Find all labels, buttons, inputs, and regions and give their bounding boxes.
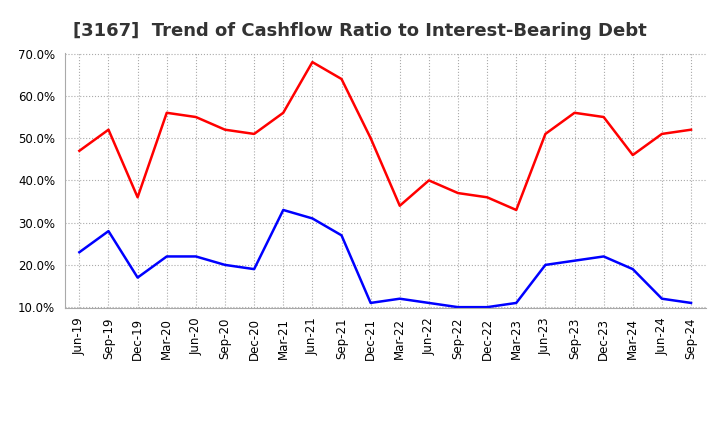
- Line: Operating CF to Interest-Bearing Debt: Operating CF to Interest-Bearing Debt: [79, 62, 691, 210]
- Text: [3167]  Trend of Cashflow Ratio to Interest-Bearing Debt: [3167] Trend of Cashflow Ratio to Intere…: [73, 22, 647, 40]
- Free CF to Interest-Bearing Debt: [570, 258, 579, 263]
- Free CF to Interest-Bearing Debt: [75, 249, 84, 255]
- Line: Free CF to Interest-Bearing Debt: Free CF to Interest-Bearing Debt: [79, 210, 691, 307]
- Free CF to Interest-Bearing Debt: [541, 262, 550, 268]
- Operating CF to Interest-Bearing Debt: [163, 110, 171, 115]
- Operating CF to Interest-Bearing Debt: [104, 127, 113, 132]
- Free CF to Interest-Bearing Debt: [308, 216, 317, 221]
- Operating CF to Interest-Bearing Debt: [75, 148, 84, 154]
- Operating CF to Interest-Bearing Debt: [308, 59, 317, 65]
- Operating CF to Interest-Bearing Debt: [133, 194, 142, 200]
- Operating CF to Interest-Bearing Debt: [629, 152, 637, 158]
- Free CF to Interest-Bearing Debt: [599, 254, 608, 259]
- Free CF to Interest-Bearing Debt: [629, 267, 637, 272]
- Operating CF to Interest-Bearing Debt: [570, 110, 579, 115]
- Operating CF to Interest-Bearing Debt: [599, 114, 608, 120]
- Free CF to Interest-Bearing Debt: [366, 300, 375, 305]
- Operating CF to Interest-Bearing Debt: [454, 191, 462, 196]
- Free CF to Interest-Bearing Debt: [687, 300, 696, 305]
- Operating CF to Interest-Bearing Debt: [541, 131, 550, 136]
- Free CF to Interest-Bearing Debt: [163, 254, 171, 259]
- Free CF to Interest-Bearing Debt: [133, 275, 142, 280]
- Free CF to Interest-Bearing Debt: [250, 267, 258, 272]
- Operating CF to Interest-Bearing Debt: [279, 110, 287, 115]
- Operating CF to Interest-Bearing Debt: [657, 131, 666, 136]
- Operating CF to Interest-Bearing Debt: [220, 127, 229, 132]
- Operating CF to Interest-Bearing Debt: [337, 77, 346, 82]
- Operating CF to Interest-Bearing Debt: [395, 203, 404, 209]
- Operating CF to Interest-Bearing Debt: [512, 207, 521, 213]
- Operating CF to Interest-Bearing Debt: [483, 194, 492, 200]
- Operating CF to Interest-Bearing Debt: [250, 131, 258, 136]
- Free CF to Interest-Bearing Debt: [454, 304, 462, 310]
- Operating CF to Interest-Bearing Debt: [192, 114, 200, 120]
- Free CF to Interest-Bearing Debt: [220, 262, 229, 268]
- Operating CF to Interest-Bearing Debt: [366, 136, 375, 141]
- Free CF to Interest-Bearing Debt: [192, 254, 200, 259]
- Free CF to Interest-Bearing Debt: [337, 233, 346, 238]
- Operating CF to Interest-Bearing Debt: [425, 178, 433, 183]
- Free CF to Interest-Bearing Debt: [425, 300, 433, 305]
- Free CF to Interest-Bearing Debt: [483, 304, 492, 310]
- Free CF to Interest-Bearing Debt: [395, 296, 404, 301]
- Free CF to Interest-Bearing Debt: [104, 228, 113, 234]
- Operating CF to Interest-Bearing Debt: [687, 127, 696, 132]
- Free CF to Interest-Bearing Debt: [512, 300, 521, 305]
- Free CF to Interest-Bearing Debt: [279, 207, 287, 213]
- Free CF to Interest-Bearing Debt: [657, 296, 666, 301]
